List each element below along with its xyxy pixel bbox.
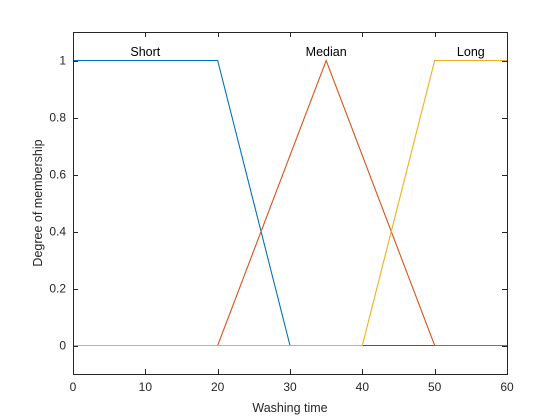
series-label-median: Median — [306, 45, 347, 59]
plot-area — [73, 32, 507, 374]
series-label-long: Long — [457, 45, 485, 59]
y-axis: 0 0.2 0.4 0.6 0.8 1 — [49, 54, 507, 353]
series-line-long — [73, 59, 507, 347]
x-tick-label: 50 — [428, 380, 442, 394]
series-line-short — [73, 59, 507, 347]
x-tick-label: 0 — [70, 380, 77, 394]
x-axis-label: Washing time — [252, 401, 327, 415]
y-tick-label: 0 — [59, 339, 66, 353]
y-tick-label: 0.4 — [49, 225, 66, 239]
x-tick-label: 60 — [500, 380, 514, 394]
y-axis-label: Degree of membership — [31, 139, 45, 266]
y-tick-label: 0.2 — [49, 282, 66, 296]
x-tick-label: 20 — [211, 380, 225, 394]
x-tick-label: 10 — [139, 380, 153, 394]
x-axis: 0 10 20 30 40 50 60 — [70, 32, 514, 394]
y-tick-label: 0.6 — [49, 168, 66, 182]
series-label-short: Short — [130, 45, 160, 59]
x-tick-label: 40 — [356, 380, 370, 394]
series-labels: Short Median Long — [130, 45, 484, 59]
x-tick-label: 30 — [283, 380, 297, 394]
series-layer — [73, 58, 507, 347]
y-tick-label: 0.8 — [49, 111, 66, 125]
y-tick-label: 1 — [59, 54, 66, 68]
